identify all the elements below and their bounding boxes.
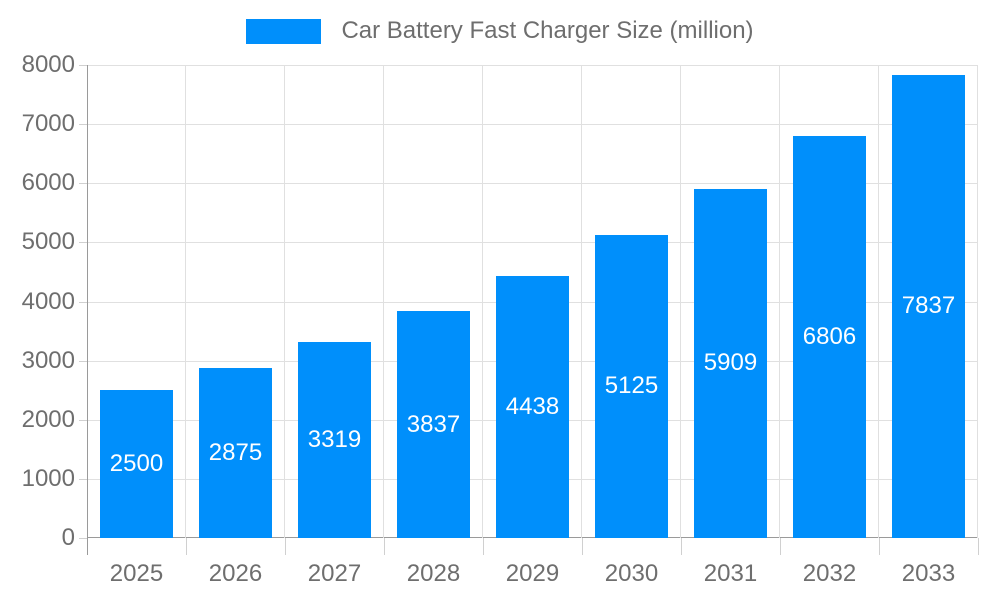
x-axis-tick [483, 538, 484, 555]
y-axis-tick [79, 478, 87, 480]
x-tick-label: 2027 [307, 560, 362, 587]
y-axis-tick [79, 183, 87, 185]
x-tick-label: 2033 [901, 560, 956, 587]
y-axis-tick [79, 360, 87, 362]
x-axis-tick [780, 538, 781, 555]
bar-value-label: 6806 [802, 322, 857, 350]
x-tick-label: 2028 [406, 560, 461, 587]
v-gridline [284, 65, 285, 538]
x-axis-tick [285, 538, 286, 555]
bar-value-label: 2875 [208, 439, 263, 466]
plot-area: 2500 2875 3319 3837 4438 5125 5909 6806 7837 [87, 65, 978, 538]
bar-value-label: 5125 [604, 372, 659, 400]
bar[interactable]: 5909 [694, 188, 767, 538]
v-gridline [680, 65, 681, 538]
legend-label: Car Battery Fast Charger Size (million) [341, 17, 754, 44]
y-axis-line [87, 65, 88, 555]
h-gridline [87, 183, 978, 185]
bar-value-label: 3319 [307, 425, 362, 453]
x-axis-tick [978, 538, 979, 555]
x-tick-label: 2025 [109, 560, 164, 587]
x-tick-label: 2032 [802, 560, 857, 587]
bar[interactable]: 4438 [496, 275, 569, 538]
h-gridline [87, 124, 978, 126]
y-tick-label: 1000 [21, 464, 75, 492]
h-gridline [87, 65, 978, 66]
bar-value-label: 2500 [109, 450, 164, 478]
y-axis-tick [79, 242, 87, 244]
v-gridline [185, 65, 186, 538]
v-gridline [482, 65, 483, 538]
x-axis-tick [384, 538, 385, 555]
y-axis-tick [79, 419, 87, 421]
legend-swatch [246, 18, 322, 44]
bar-value-label: 3837 [406, 410, 461, 438]
chart-legend[interactable]: Car Battery Fast Charger Size (million) [0, 16, 1000, 46]
y-tick-label: 5000 [21, 228, 75, 256]
y-tick-label: 4000 [21, 287, 75, 315]
v-gridline [383, 65, 384, 538]
bar-value-label: 4438 [505, 392, 560, 420]
v-gridline [878, 65, 879, 538]
y-tick-label: 2000 [21, 405, 75, 433]
bar[interactable]: 5125 [595, 234, 668, 538]
y-tick-label: 8000 [21, 51, 75, 78]
x-tick-label: 2030 [604, 560, 659, 587]
y-axis-tick [79, 65, 87, 66]
bar-value-label: 5909 [703, 349, 758, 377]
y-axis-tick [79, 124, 87, 126]
y-tick-label: 6000 [21, 169, 75, 197]
v-gridline [977, 65, 978, 538]
x-axis-tick [186, 538, 187, 555]
x-axis-tick [879, 538, 880, 555]
bar[interactable]: 3837 [397, 311, 470, 538]
bar-value-label: 7837 [901, 292, 956, 320]
bar[interactable]: 6806 [793, 135, 866, 538]
x-tick-label: 2026 [208, 560, 263, 587]
y-tick-label: 7000 [21, 110, 75, 138]
y-axis-tick [79, 538, 87, 539]
bar[interactable]: 3319 [298, 341, 371, 538]
v-gridline [779, 65, 780, 538]
x-tick-label: 2031 [703, 560, 758, 587]
bar[interactable]: 2875 [199, 368, 272, 538]
x-axis-tick [681, 538, 682, 555]
v-gridline [581, 65, 582, 538]
y-tick-label: 0 [61, 524, 75, 551]
bar[interactable]: 2500 [100, 390, 173, 538]
x-axis-tick [582, 538, 583, 555]
x-tick-label: 2029 [505, 560, 560, 587]
y-axis-tick [79, 301, 87, 303]
h-gridline [87, 242, 978, 244]
bar[interactable]: 7837 [892, 74, 965, 538]
y-tick-label: 3000 [21, 346, 75, 374]
